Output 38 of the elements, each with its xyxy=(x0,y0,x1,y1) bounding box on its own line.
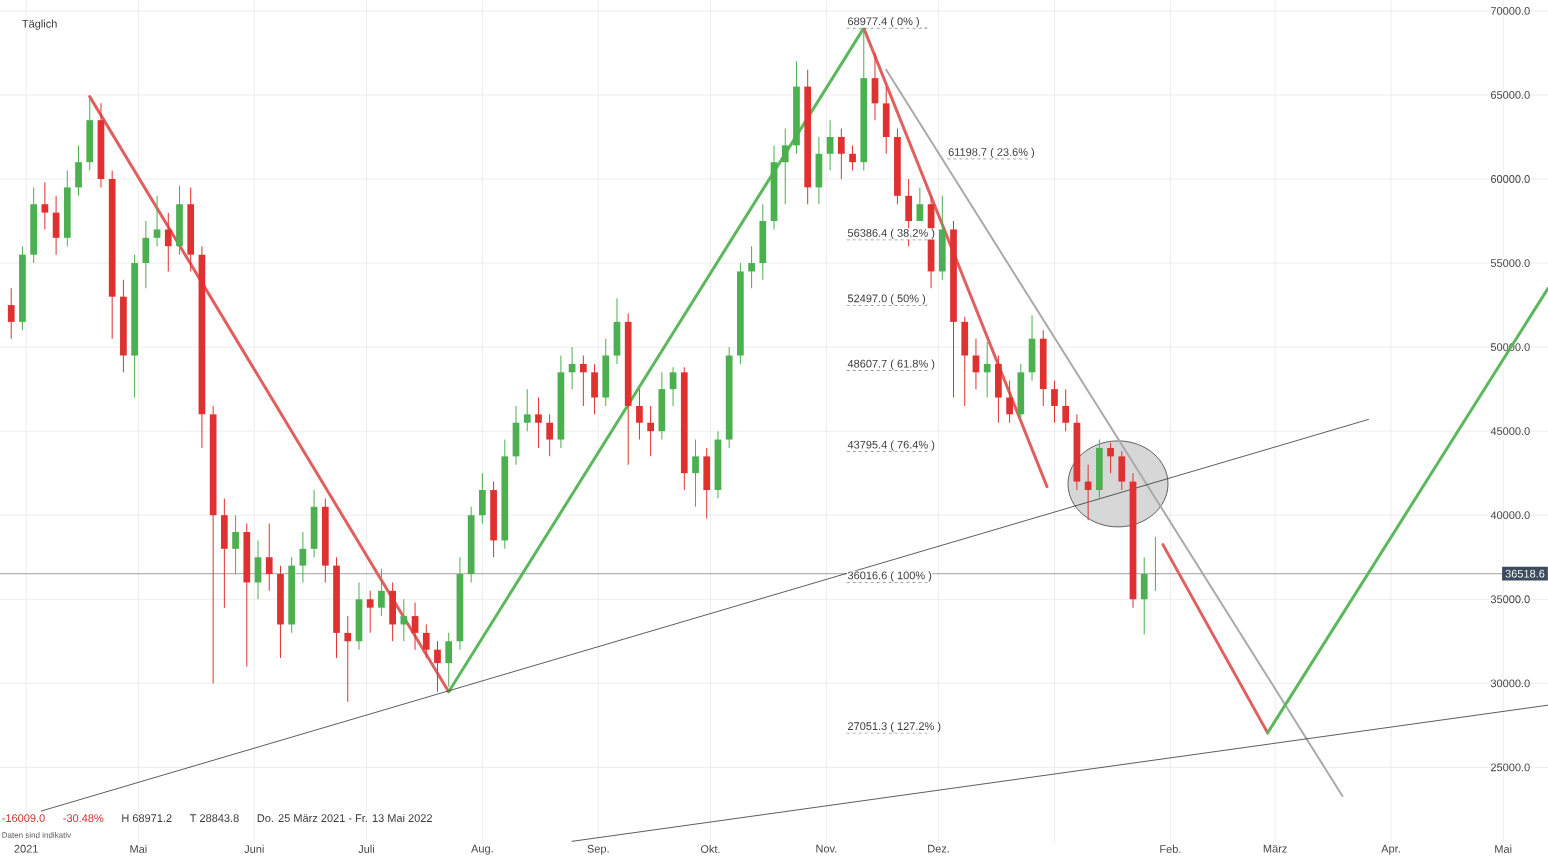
x-tick-label: Nov. xyxy=(816,844,837,853)
y-tick-label: 70000.0 xyxy=(1490,7,1530,15)
annotation: -16009.0 xyxy=(2,814,45,823)
text: Täglich xyxy=(22,19,57,30)
annotation: 56386.4 ( 38.2% ) xyxy=(847,228,935,240)
x-tick-label: Mai xyxy=(1495,844,1512,853)
x-tick-label: Aug. xyxy=(471,844,493,855)
x-tick-label: Juni xyxy=(244,844,264,853)
x-tick-label: Sep. xyxy=(587,844,609,855)
annotation: 68977.4 ( 0% ) xyxy=(848,17,919,28)
x-tick-label: Apr. xyxy=(1381,844,1400,855)
annotation: 61198.7 ( 23.6% ) xyxy=(948,147,1035,159)
y-tick-label: 35000.0 xyxy=(1490,595,1530,604)
y-tick-label: 40000.0 xyxy=(1490,511,1530,520)
annotation: 52497.0 ( 50% ) xyxy=(847,294,926,305)
x-tick-label: Okt. xyxy=(700,844,720,853)
annotation: Do. 25 März 2021 - Fr. 13 Mai 2022 xyxy=(257,813,432,823)
x-tick-label: Mai xyxy=(130,844,147,853)
x-tick-label: Juli xyxy=(358,844,374,853)
annotation: 27051.3 ( 127.2% ) xyxy=(848,721,941,733)
annotation: H 68971.2 xyxy=(122,814,172,823)
annotation: -30.48% xyxy=(63,814,104,823)
y-tick-label: 65000.0 xyxy=(1490,91,1530,99)
y-tick-label: 45000.0 xyxy=(1490,427,1530,436)
x-tick-label: Feb. xyxy=(1160,844,1181,853)
y-tick-label: 30000.0 xyxy=(1490,679,1530,688)
annotation: 36016.6 ( 100% ) xyxy=(847,571,932,582)
y-tick-label: 25000.0 xyxy=(1490,763,1530,772)
y-tick-label: 55000.0 xyxy=(1490,259,1530,267)
y-tick-label: 60000.0 xyxy=(1490,175,1530,183)
annotation: Daten sind indikativ xyxy=(2,832,72,838)
ref-line-label: 36518.6 xyxy=(1505,569,1545,578)
x-tick-label: Dez. xyxy=(928,844,949,853)
annotation: T 28843.8 xyxy=(189,814,239,823)
x-tick-label: März xyxy=(1263,844,1287,853)
annotation: 48607.7 ( 61.8% ) xyxy=(847,359,935,370)
x-tick-label: 2021 xyxy=(14,844,38,853)
annotation: 43795.4 ( 76.4% ) xyxy=(847,440,935,451)
